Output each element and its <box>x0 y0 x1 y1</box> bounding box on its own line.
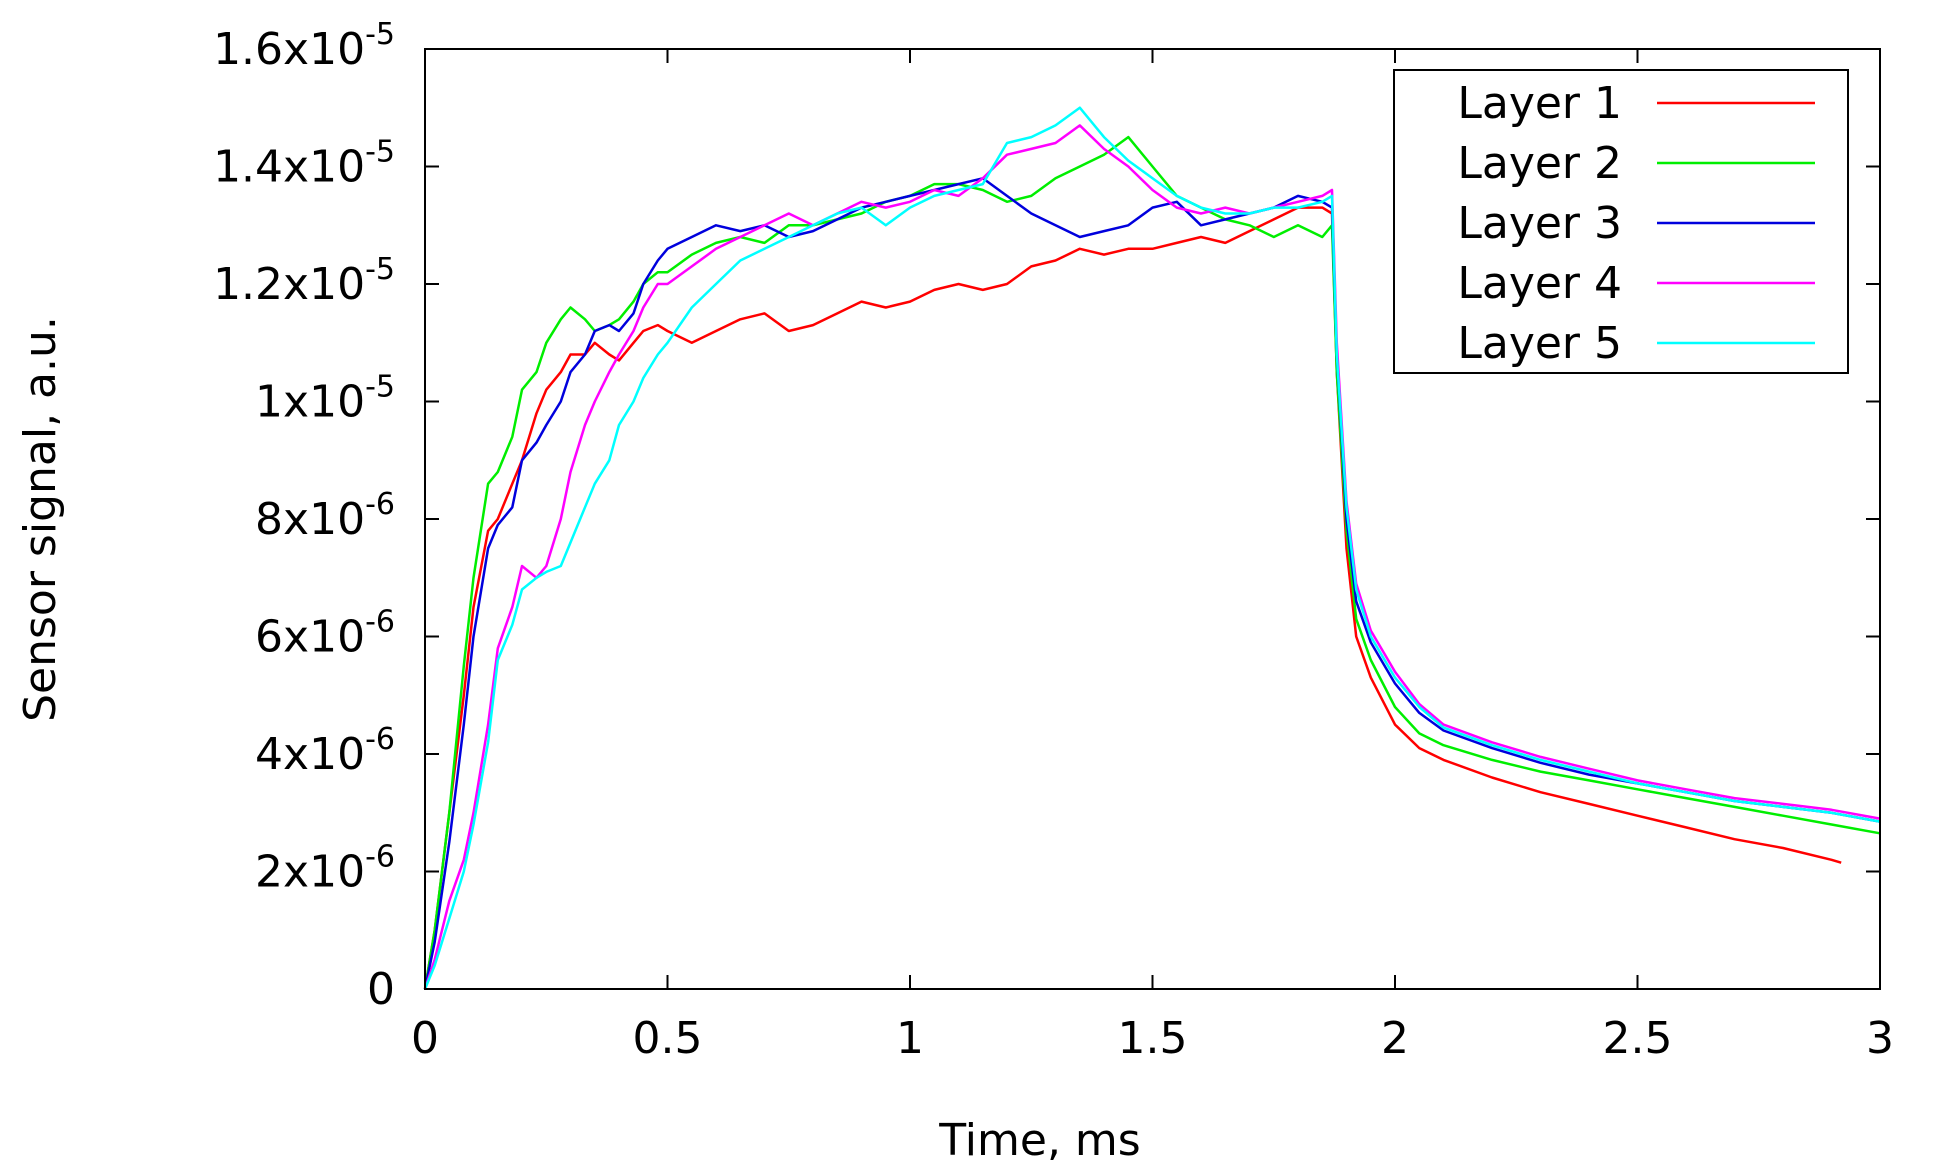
legend-label-layer-2: Layer 2 <box>1457 138 1622 189</box>
x-tick-label: 3 <box>1866 1013 1894 1064</box>
legend-label-layer-3: Layer 3 <box>1457 198 1622 249</box>
x-tick-label: 0.5 <box>633 1013 703 1064</box>
y-tick-label: 0 <box>367 964 395 1015</box>
series-line-layer-4 <box>423 124 1881 990</box>
y-tick-label: 1.6x10-5 <box>213 17 395 75</box>
legend-entries: Layer 1 Layer 2 Layer 3 Layer 4 Layer 5 <box>1457 78 1815 369</box>
y-axis-label: Sensor signal, a.u. <box>15 316 66 722</box>
x-axis-label: Time, ms <box>938 1115 1140 1163</box>
series-line-layer-5 <box>423 106 1881 990</box>
series-line-layer-1 <box>423 206 1842 990</box>
series-layer <box>423 106 1881 990</box>
series-line-layer-3 <box>423 177 1881 990</box>
y-tick-label: 1.2x10-5 <box>213 252 395 310</box>
y-tick-label: 4x10-6 <box>255 722 395 780</box>
legend-label-layer-4: Layer 4 <box>1457 258 1622 309</box>
legend: Layer 1 Layer 2 Layer 3 Layer 4 Layer 5 <box>1393 69 1849 374</box>
legend-box <box>1393 69 1849 374</box>
legend-label-layer-1: Layer 1 <box>1457 78 1622 129</box>
y-tick-label: 1.4x10-5 <box>213 135 395 193</box>
x-tick-label: 1 <box>896 1013 924 1064</box>
x-tick-label: 2.5 <box>1603 1013 1673 1064</box>
x-tick-label: 0 <box>411 1013 439 1064</box>
x-tick-label: 1.5 <box>1118 1013 1188 1064</box>
legend-label-layer-5: Layer 5 <box>1457 318 1622 369</box>
x-tick-label: 2 <box>1381 1013 1409 1064</box>
